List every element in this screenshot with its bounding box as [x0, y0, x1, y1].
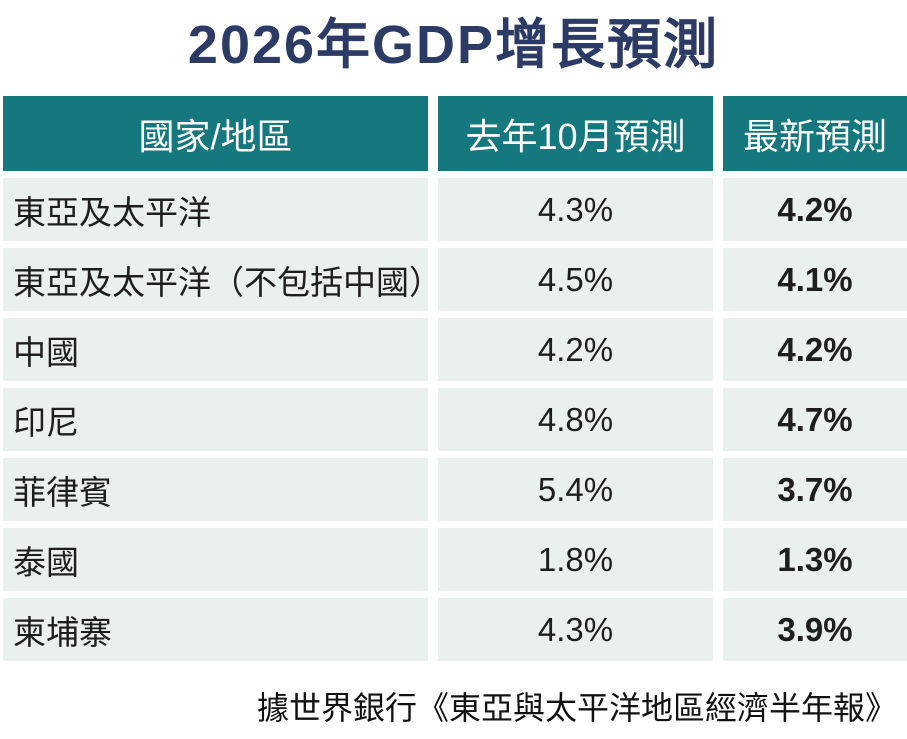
table-row-region: 東亞及太平洋（不包括中國）: [3, 248, 442, 311]
table-row-region: 東亞及太平洋: [3, 178, 428, 241]
table-row-region: 中國: [3, 318, 428, 381]
column-header-latest-forecast: 最新預測: [723, 96, 907, 171]
table-row-october-value: 4.2%: [438, 318, 713, 381]
table-row-region: 菲律賓: [3, 458, 428, 521]
column-header-october-forecast: 去年10月預測: [438, 96, 713, 171]
table-row-october-value: 4.3%: [438, 598, 713, 661]
table-row-october-value: 4.3%: [438, 178, 713, 241]
table-row-latest-value: 4.1%: [723, 248, 907, 311]
table-row-latest-value: 3.7%: [723, 458, 907, 521]
table-row-october-value: 4.5%: [438, 248, 713, 311]
table-row-latest-value: 3.9%: [723, 598, 907, 661]
table-row-october-value: 5.4%: [438, 458, 713, 521]
column-header-region: 國家/地區: [3, 96, 428, 171]
source-note: 據世界銀行《東亞與太平洋地區經濟半年報》: [256, 690, 897, 726]
table-row-latest-value: 4.2%: [723, 318, 907, 381]
page-title: 2026年GDP增長預測: [187, 15, 720, 75]
table-row-october-value: 1.8%: [438, 528, 713, 591]
gdp-forecast-table: 國家/地區 去年10月預測 最新預測 東亞及太平洋 4.3% 4.2% 東亞及太…: [3, 96, 907, 661]
table-row-latest-value: 4.2%: [723, 178, 907, 241]
table-row-latest-value: 1.3%: [723, 528, 907, 591]
table-row-region: 柬埔寨: [3, 598, 428, 661]
table-row-region: 印尼: [3, 388, 428, 451]
table-row-october-value: 4.8%: [438, 388, 713, 451]
table-row-region: 泰國: [3, 528, 428, 591]
table-row-latest-value: 4.7%: [723, 388, 907, 451]
